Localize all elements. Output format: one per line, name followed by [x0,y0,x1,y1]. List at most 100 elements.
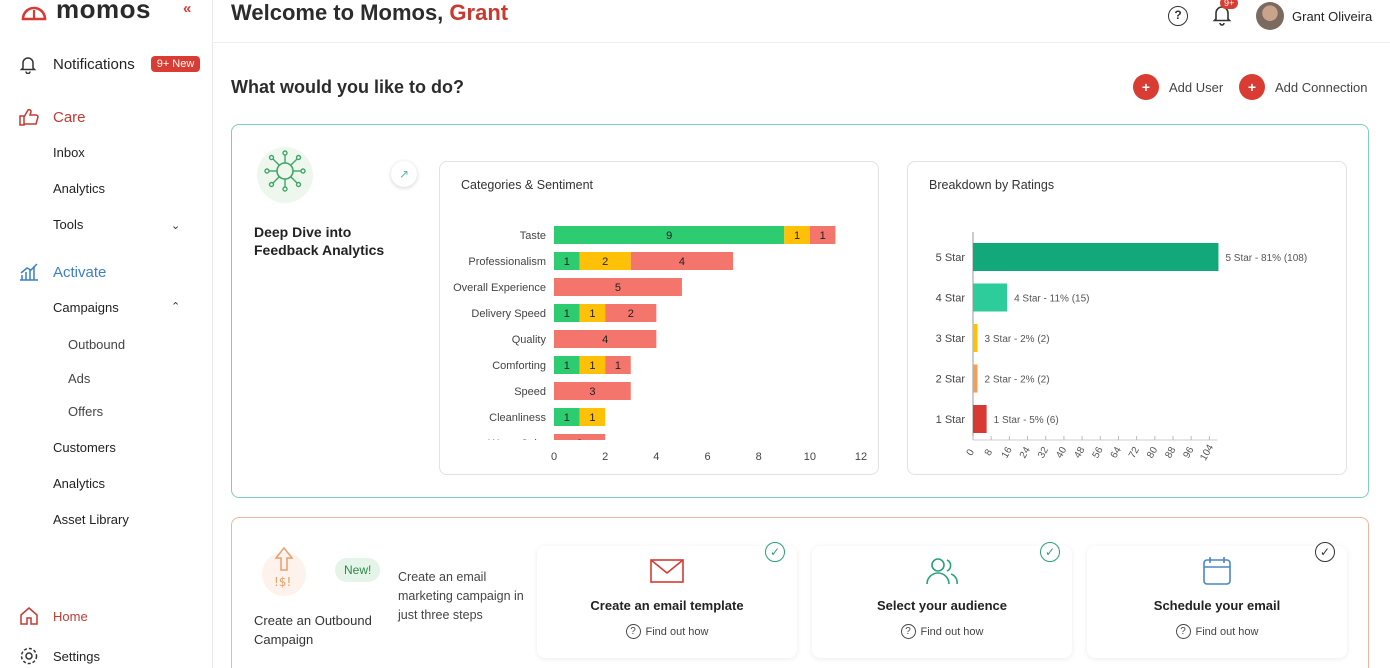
segment-value-label: 4 [602,334,608,346]
step-email-template[interactable]: ✓ Create an email template ? Find out how [537,542,797,658]
sidebar-item-ads[interactable]: Ads [68,371,91,386]
segment-value-label: 5 [615,282,621,294]
add-user-button[interactable]: + Add User [1133,74,1223,100]
sentiment-bar-segment [579,252,631,270]
sidebar-item-offers[interactable]: Offers [68,404,104,419]
x-tick-label: 0 [551,451,557,463]
home-label: Home [53,608,88,624]
step-schedule-email[interactable]: ✓ Schedule your email ? Find out how [1087,542,1347,658]
categories-sentiment-panel: Categories & Sentiment Taste 9 1 1 Professio… [439,161,879,475]
care-label: Care [53,108,86,126]
rating-bar [973,324,978,352]
x-tick-label: 8 [756,451,762,463]
category-label: Taste [520,230,546,242]
rating-label: 5 Star [936,252,966,264]
brand-name: momos [56,0,151,24]
segment-value-label: 2 [577,438,583,450]
add-connection-button[interactable]: + Add Connection [1239,74,1368,100]
sidebar-section-care[interactable]: Care [18,107,86,127]
top-header: Welcome to Momos, Grant ? 9+ Grant Olive… [213,0,1390,43]
x-tick-label: 6 [704,451,710,463]
segment-value-label: 3 [589,386,595,398]
open-analytics-icon[interactable]: ↗ [391,161,417,187]
sentiment-bar-segment [554,226,785,244]
x-tick-label: 16 [1000,445,1015,461]
plus-icon: + [1239,74,1265,100]
x-tick-label: 12 [855,451,867,463]
add-user-icon: + [1133,74,1159,100]
section-heading: What would you like to do? [231,77,464,97]
sidebar-item-customers[interactable]: Customers [53,440,116,455]
momos-logo-icon [21,6,47,20]
find-out-how-link[interactable]: ? Find out how [812,624,1072,639]
segment-value-label: 1 [589,360,595,372]
notifications-label: Notifications [53,55,135,73]
question-icon: ? [1175,624,1191,639]
segment-value-label: 9 [666,230,672,242]
help-icon[interactable]: ? [1168,6,1188,26]
sidebar-item-care-analytics[interactable]: Analytics [53,181,106,196]
sidebar-item-tools[interactable]: Tools [53,217,84,232]
rating-data-label: 3 Star - 2% (2) [985,334,1050,345]
rating-data-label: 1 Star - 5% (6) [994,415,1059,426]
page-title: Welcome to Momos, Grant [231,0,508,26]
sidebar-item-campaigns[interactable]: Campaigns [53,300,119,315]
sentiment-bar-segment [579,356,606,374]
category-label: Professionalism [468,256,546,268]
x-tick-label: 64 [1109,445,1124,461]
category-label: Warm Cal... [488,438,546,450]
find-out-how-link[interactable]: ? Find out how [1087,624,1347,639]
category-label: Comforting [492,360,546,372]
sentiment-bar-segment [554,252,580,270]
sidebar-item-asset-library[interactable]: Asset Library [53,512,129,527]
question-icon: ? [900,624,916,639]
x-tick-label: 40 [1054,445,1069,461]
x-tick-label: 88 [1163,445,1178,461]
x-tick-label: 80 [1145,445,1160,461]
sidebar-item-inbox[interactable]: Inbox [53,145,85,160]
sidebar-item-activate-analytics[interactable]: Analytics [53,476,106,491]
feedback-analytics-card[interactable]: ↗ Deep Dive into Feedback Analytics Cate… [231,124,1369,498]
ratings-panel: Breakdown by Ratings 5 Star 5 Star - 81% … [907,161,1347,475]
sentiment-bar-segment [554,408,580,426]
step-link-label: Find out how [645,625,709,638]
chevron-down-icon[interactable]: ⌄ [171,220,181,232]
rating-bar [973,243,1219,271]
x-tick-label: 2 [602,451,608,463]
outbound-chart-icon: !$! [262,546,306,596]
segment-value-label: 1 [615,360,621,372]
segment-value-label: 1 [794,230,800,242]
bell-icon [19,57,37,74]
bell-badge: 9+ [1220,0,1239,9]
category-label: Quality [512,334,547,346]
rating-data-label: 5 Star - 81% (108) [1225,253,1307,264]
sidebar-item-settings[interactable]: Settings [18,646,100,666]
add-connection-label: Add Connection [1275,79,1368,95]
collapse-sidebar-icon[interactable]: « [183,0,192,17]
svg-text:!$!: !$! [274,575,291,589]
x-tick-label: 72 [1127,445,1142,461]
user-menu-name[interactable]: Grant Oliveira [1292,9,1373,24]
brand-logo[interactable]: momos [20,0,151,25]
sentiment-bar-segment [554,278,682,296]
chevron-up-icon[interactable]: ⌃ [171,301,181,313]
avatar[interactable] [1256,2,1284,30]
sidebar-item-notifications[interactable]: Notifications 9+ New [18,54,201,74]
gear-icon [20,647,38,665]
notifications-badge: 9+ New [150,56,201,72]
rating-label: 4 Star [936,293,966,305]
outbound-campaign-card[interactable]: !$! New! Create an Outbound Campaign Cre… [231,517,1369,668]
home-icon [20,607,38,625]
sentiment-bar-segment [630,252,734,270]
add-user-label: Add User [1169,79,1224,95]
find-out-how-link[interactable]: ? Find out how [537,624,797,639]
sidebar-item-home[interactable]: Home [18,606,88,626]
step-link-label: Find out how [920,625,984,638]
question-icon: ? [625,624,641,639]
sidebar-item-outbound[interactable]: Outbound [68,337,126,352]
sidebar-section-activate[interactable]: Activate [18,262,106,282]
sentiment-bar-segment [554,434,606,440]
step-title: Select your audience [876,598,1008,613]
bar-chart-icon [20,263,38,281]
step-select-audience[interactable]: ✓ Select your audience ? Find out how [812,542,1072,658]
